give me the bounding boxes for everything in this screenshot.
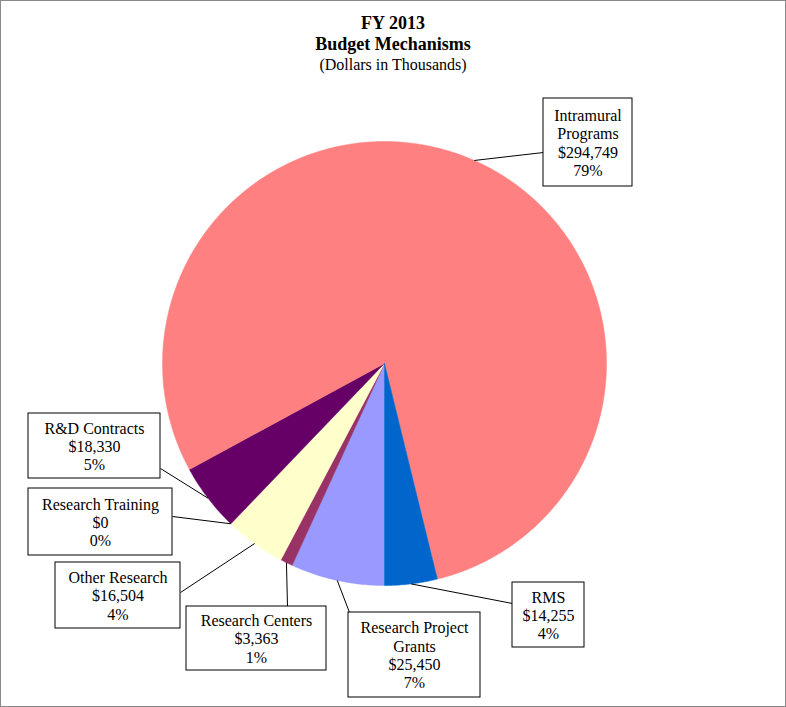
html-text:(Dollars in Thousands): (Dollars in Thousands) <box>319 56 467 73</box>
svg-text:Research Training$00%: Research Training$00% <box>42 495 159 549</box>
html-text:FY 2013 Budget Mechanisms: FY 2013 Budget Mechanisms <box>315 13 471 54</box>
svg-text:RMS$14,2554%: RMS$14,2554% <box>523 588 575 642</box>
svg-text:R&D Contracts$18,3305%: R&D Contracts$18,3305% <box>45 419 145 473</box>
svg-text:Research Centers$3,3631%: Research Centers$3,3631% <box>201 612 313 666</box>
svg-text:Research ProjectGrants$25,4507: Research ProjectGrants$25,4507% <box>361 619 470 691</box>
svg-text:IntramuralPrograms$294,74979%: IntramuralPrograms$294,74979% <box>554 107 622 179</box>
svg-text:Other Research$16,5044%: Other Research$16,5044% <box>68 569 167 623</box>
